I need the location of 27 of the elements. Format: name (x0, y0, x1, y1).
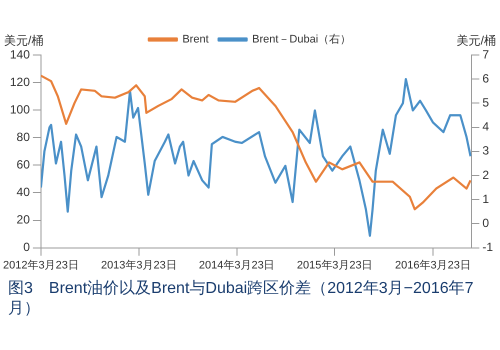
y-tick-label: 40 (16, 185, 30, 200)
y-tick-label: 60 (16, 157, 30, 172)
y2-tick-label: 6 (482, 71, 490, 86)
y-tick-label: 0 (23, 240, 30, 254)
legend-label: Brent (182, 34, 209, 46)
y2-tick-label: 3 (482, 144, 490, 158)
y2-tick-label: 7 (482, 47, 490, 62)
y-tick-label: 100 (10, 102, 30, 116)
y2-tick-label: 0 (482, 216, 490, 230)
legend-label: Brent－Dubai（右） (252, 34, 352, 46)
y2-tick-label: 4 (482, 120, 490, 134)
y-tick-label: 20 (16, 212, 30, 227)
y2-tick-label: 1 (482, 192, 490, 206)
y-tick-label: 80 (16, 130, 30, 144)
x-tick-label: 2012年3月23日 (3, 259, 79, 272)
y2-tick-label: 5 (482, 96, 490, 110)
x-tick-label: 2015年3月23日 (296, 259, 373, 272)
y-tick-label: 120 (10, 74, 30, 89)
x-tick-label: 2014年3月23日 (198, 259, 275, 272)
x-tick-label: 2016年3月23日 (395, 259, 471, 272)
y2-tick-label: 2 (482, 168, 490, 182)
text: 图3 Brent油价以及Brent与Dubai跨区价差（2012年3月−2016年7月） (7, 278, 475, 319)
y2-axis-title: 美元/桶 (456, 33, 496, 48)
y2-tick-label: -1 (482, 240, 494, 254)
y-tick-label: 140 (10, 47, 30, 62)
x-tick-label: 2013年3月23日 (100, 259, 177, 272)
y-axis-title: 美元/桶 (4, 33, 44, 48)
